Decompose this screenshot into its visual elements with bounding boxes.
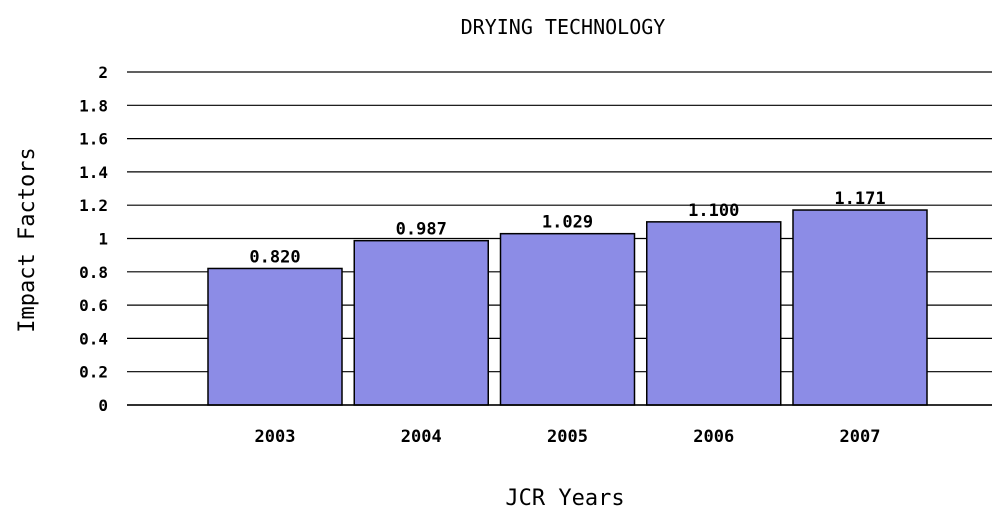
y-tick-label: 0: [98, 396, 108, 415]
data-label: 0.987: [396, 220, 447, 240]
bar: [207, 267, 343, 406]
y-tick-label: 1.2: [79, 196, 108, 215]
bar: [646, 221, 782, 406]
y-tick-label: 0.4: [79, 329, 108, 348]
labels: 0 0.2 0.4 0.6 0.8 1 1.2 1.4 1.6 1.8 2 0.820 2003 0.98…: [79, 63, 886, 447]
x-tick-label: 2006: [693, 427, 734, 447]
data-label: 1.100: [688, 201, 739, 221]
x-tick-label: 2003: [255, 427, 296, 447]
bar: [353, 239, 489, 406]
y-tick-label: 0.6: [79, 296, 108, 315]
bar: [499, 232, 636, 406]
x-tick-label: 2004: [401, 427, 442, 447]
y-tick-label: 1.6: [79, 130, 108, 149]
chart-title: DRYING TECHNOLOGY: [461, 15, 666, 39]
y-tick-label: 0.2: [79, 363, 108, 382]
y-axis-title: Impact Factors: [15, 147, 40, 332]
x-tick-label: 2007: [840, 427, 881, 447]
y-tick-label: 1.4: [79, 163, 108, 182]
x-tick-label: 2005: [547, 427, 588, 447]
y-tick-label: 1.8: [79, 96, 108, 115]
bar: [792, 209, 928, 406]
x-axis-title: JCR Years: [505, 486, 624, 508]
bars: [127, 209, 992, 406]
data-label: 0.820: [249, 247, 300, 267]
y-tick-label: 2: [98, 63, 108, 82]
y-tick-label: 0.8: [79, 263, 108, 282]
data-label: 1.029: [542, 213, 593, 233]
y-tick-label: 1: [98, 230, 108, 249]
data-label: 1.171: [834, 189, 885, 209]
